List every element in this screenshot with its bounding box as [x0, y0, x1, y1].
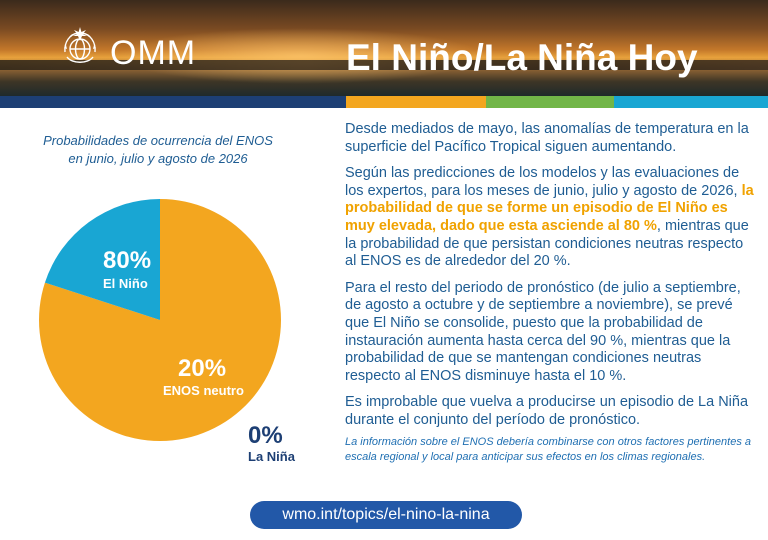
paragraph-3: Para el resto del periodo de pronóstico … [345, 279, 741, 384]
pie-category-label-la-nina: La Niña [248, 449, 296, 464]
stripe-cyan [614, 96, 768, 108]
paragraph-2-highlight: la probabilidad de que se forme un episo… [345, 182, 754, 234]
pie-value-label-el-nino: 80% [103, 247, 151, 274]
pie-slice-el-nino [39, 199, 281, 441]
paragraph-1: Desde mediados de mayo, las anomalías de… [345, 121, 749, 155]
stripe-green [486, 96, 614, 108]
paragraph-2-end: , mientras que la probabilidad de que pe… [345, 217, 749, 270]
enso-pie-chart: 80% El Niño 20%ENOS neutro 0%La Niña [39, 199, 296, 464]
pie-category-label-enos-neutro: ENOS neutro [163, 383, 244, 398]
paragraph-4: Es improbable que vuelva a producirse un… [345, 394, 749, 428]
page-title: El Niño/La Niña Hoy [346, 37, 698, 78]
pie-category-label-el-nino: El Niño [103, 276, 148, 291]
treeline [0, 60, 768, 70]
logo-text: OMM [110, 34, 197, 72]
header-banner: OMM El Niño/La Niña Hoy [0, 0, 768, 96]
sunset-sky [0, 0, 768, 96]
main-text: Desde mediados de mayo, las anomalías de… [345, 121, 755, 474]
pie-slice-enos-neutro [44, 199, 160, 320]
paragraph-2: Según las predicciones de los modelos y … [345, 165, 755, 271]
stripe-orange [346, 96, 486, 108]
wmo-emblem-icon [64, 27, 96, 63]
pie-value-label-la-nina: 0% [248, 422, 283, 449]
stripe-navy [0, 96, 346, 108]
pie-value-label-enos-neutro: 20% [178, 355, 226, 382]
chart-title: Probabilidades de ocurrencia del ENOS en… [43, 133, 273, 166]
website-link[interactable]: wmo.int/topics/el-nino-la-nina [250, 501, 522, 529]
disclaimer-note: La información sobre el ENOS debería com… [345, 435, 751, 463]
paragraph-2-start: Según las predicciones de los modelos y … [345, 165, 742, 199]
